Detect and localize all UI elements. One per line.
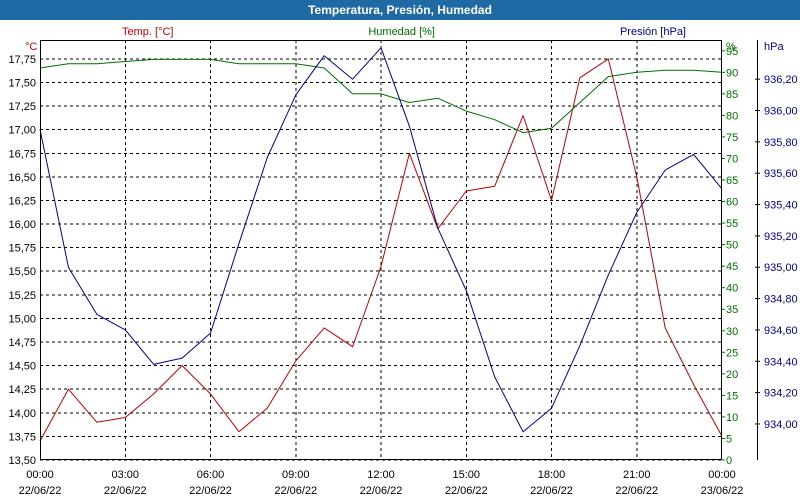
x-tick-time: 06:00 <box>197 469 225 481</box>
temp-tick-label: 15,50 <box>8 266 36 278</box>
pres-tick-label: 934,60 <box>764 325 798 337</box>
x-tick-date: 22/06/22 <box>360 485 403 497</box>
temp-tick-label: 13,75 <box>8 431 36 443</box>
x-tick-date: 23/06/22 <box>701 485 744 497</box>
hum-unit-label: % <box>726 41 736 53</box>
grid <box>40 40 722 461</box>
pres-tick-label: 935,20 <box>764 231 798 243</box>
temp-tick-label: 14,50 <box>8 361 36 373</box>
series-lines <box>39 47 723 442</box>
pres-tick-label: 935,00 <box>764 262 798 274</box>
hum-tick-label: 75 <box>726 132 738 144</box>
pres-tick-label: 935,40 <box>764 200 798 212</box>
hum-tick-label: 20 <box>726 369 738 381</box>
hum-tick-label: 60 <box>726 197 738 209</box>
hum-tick-label: 5 <box>726 433 732 445</box>
temp-tick-label: 16,75 <box>8 148 36 160</box>
x-tick-date: 22/06/22 <box>189 485 232 497</box>
pres-tick-label: 935,60 <box>764 168 798 180</box>
x-tick-date: 22/06/22 <box>274 485 317 497</box>
temp-tick-label: 15,75 <box>8 243 36 255</box>
x-tick-time: 15:00 <box>452 469 480 481</box>
pres-tick-label: 934,20 <box>764 388 798 400</box>
temp-axis-title: Temp. [°C] <box>122 26 173 38</box>
pres-tick-label: 934,00 <box>764 419 798 431</box>
temp-tick-label: 15,00 <box>8 313 36 325</box>
hum-tick-label: 45 <box>726 261 738 273</box>
hum-axis-title: Humedad [%] <box>368 26 435 38</box>
plot-frame <box>40 40 760 461</box>
chart-title: Temperatura, Presión, Humedad <box>308 3 492 17</box>
x-tick-date: 22/06/22 <box>104 485 147 497</box>
temp-tick-label: 13,50 <box>8 455 36 467</box>
x-tick-time: 00:00 <box>26 469 54 481</box>
temp-tick-label: 16,25 <box>8 195 36 207</box>
temp-tick-label: 17,00 <box>8 125 36 137</box>
temp-tick-label: 14,75 <box>8 337 36 349</box>
temp-tick-label: 17,25 <box>8 101 36 113</box>
x-tick-time: 18:00 <box>538 469 566 481</box>
temp-tick-label: 16,00 <box>8 219 36 231</box>
x-tick-date: 22/06/22 <box>19 485 62 497</box>
hum-tick-label: 70 <box>726 153 738 165</box>
pres-unit-label: hPa <box>764 41 784 53</box>
hum-tick-label: 55 <box>726 218 738 230</box>
temp-tick-label: 15,25 <box>8 290 36 302</box>
x-tick-time: 03:00 <box>111 469 139 481</box>
plot-border <box>40 40 722 460</box>
temperature-line <box>39 58 723 442</box>
hum-tick-label: 15 <box>726 390 738 402</box>
pres-tick-label: 934,40 <box>764 356 798 368</box>
x-tick-date: 22/06/22 <box>615 485 658 497</box>
hum-tick-label: 25 <box>726 347 738 359</box>
temp-tick-label: 16,50 <box>8 172 36 184</box>
pressure-line <box>39 47 723 433</box>
pres-tick-label: 935,80 <box>764 137 798 149</box>
hum-tick-label: 35 <box>726 304 738 316</box>
temp-tick-label: 14,25 <box>8 384 36 396</box>
humidity-line <box>39 58 723 134</box>
x-tick-time: 09:00 <box>282 469 310 481</box>
temp-unit-label: °C <box>25 41 37 53</box>
pres-tick-label: 934,80 <box>764 294 798 306</box>
hum-tick-label: 30 <box>726 326 738 338</box>
chart-title-bar: Temperatura, Presión, Humedad <box>0 0 800 20</box>
pres-axis-title: Presión [hPa] <box>620 26 686 38</box>
temp-tick-label: 17,75 <box>8 54 36 66</box>
x-tick-time: 21:00 <box>623 469 651 481</box>
hum-tick-label: 90 <box>726 67 738 79</box>
hum-tick-label: 0 <box>726 455 732 467</box>
x-tick-time: 00:00 <box>708 469 736 481</box>
temp-tick-label: 14,00 <box>8 408 36 420</box>
hum-tick-label: 85 <box>726 89 738 101</box>
axis-labels: 13,50 13,75 14,00 14,25 14,50 14,75 15,00 15,25… <box>8 26 797 497</box>
hum-tick-label: 50 <box>726 240 738 252</box>
x-tick-date: 22/06/22 <box>530 485 573 497</box>
hum-tick-label: 40 <box>726 283 738 295</box>
hum-tick-label: 95 <box>726 46 738 58</box>
temp-tick-label: 17,50 <box>8 77 36 89</box>
hum-tick-label: 80 <box>726 110 738 122</box>
pres-tick-label: 936,20 <box>764 74 798 86</box>
x-tick-time: 12:00 <box>367 469 395 481</box>
hum-tick-label: 10 <box>726 412 738 424</box>
hum-tick-label: 65 <box>726 175 738 187</box>
pres-tick-label: 936,00 <box>764 106 798 118</box>
x-tick-date: 22/06/22 <box>445 485 488 497</box>
